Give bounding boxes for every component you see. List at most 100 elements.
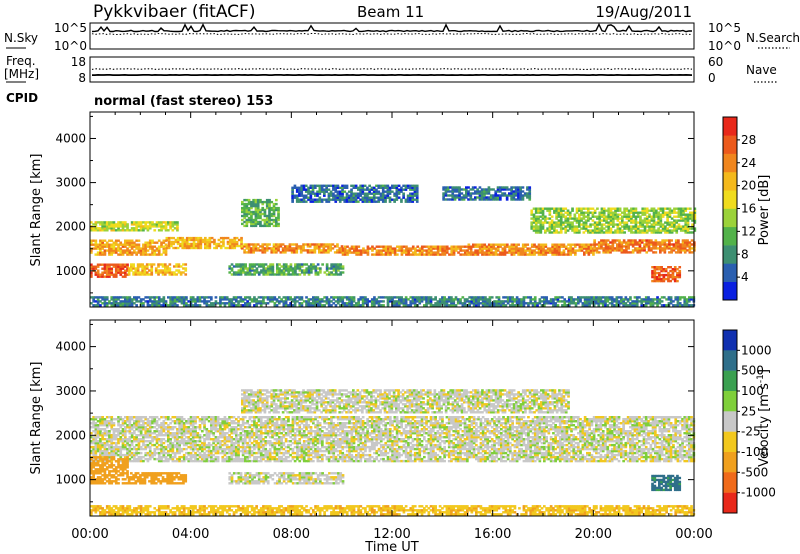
heatmap-cell-band-5 bbox=[259, 249, 262, 252]
heatmap-cell-band-12 bbox=[486, 302, 490, 305]
heatmap-cell-band-0 bbox=[148, 430, 152, 433]
colorbar-swatch bbox=[723, 208, 737, 228]
heatmap-cell-band-15 bbox=[252, 198, 255, 202]
heatmap-cell-band-14 bbox=[465, 192, 468, 195]
heatmap-cell-band-15 bbox=[268, 222, 271, 226]
heatmap-cell-band-8 bbox=[645, 239, 649, 242]
heatmap-cell-band-12 bbox=[567, 302, 571, 305]
heatmap-cell-band-7 bbox=[551, 251, 554, 254]
heatmap-cell-band-0 bbox=[124, 440, 127, 443]
heatmap-cell-band-14 bbox=[499, 186, 502, 189]
heatmap-cell-band-9 bbox=[530, 211, 534, 214]
freq-tick-top: 18 bbox=[71, 55, 86, 69]
heatmap-cell-band-12 bbox=[291, 298, 295, 301]
heatmap-cell-band-9 bbox=[609, 227, 613, 230]
heatmap-cell-band-12 bbox=[452, 304, 456, 307]
heatmap-cell-band-12 bbox=[545, 296, 548, 299]
heatmap-cell-band-13 bbox=[309, 198, 313, 201]
heatmap-cell-band-0 bbox=[99, 459, 102, 463]
heatmap-cell-band-3 bbox=[164, 265, 167, 268]
heatmap-cell-band-8 bbox=[629, 243, 633, 246]
heatmap-cell-band-0 bbox=[124, 443, 127, 447]
heatmap-cell-band-0 bbox=[151, 440, 154, 443]
heatmap-cell-band-9 bbox=[648, 213, 651, 216]
heatmap-cell-band-12 bbox=[221, 296, 225, 299]
heatmap-cell-band-12 bbox=[678, 302, 682, 305]
heatmap-cell-band-0 bbox=[108, 445, 111, 449]
heatmap-cell-band-12 bbox=[307, 304, 311, 307]
nsky-frame bbox=[89, 22, 695, 50]
heatmap-cell-band-8 bbox=[654, 245, 658, 248]
heatmap-cell-band-6 bbox=[343, 249, 347, 252]
heatmap-cell-band-14 bbox=[514, 186, 518, 189]
heatmap-cell-band-9 bbox=[600, 213, 604, 216]
heatmap-cell-band-11 bbox=[246, 267, 250, 270]
heatmap-cell-band-3 bbox=[173, 273, 176, 276]
heatmap-cell-band-1 bbox=[124, 243, 127, 246]
heatmap-cell-band-2 bbox=[126, 263, 129, 266]
heatmap-cell-band-0 bbox=[151, 432, 154, 435]
heatmap-cell-band-1 bbox=[99, 247, 102, 250]
freq-frame bbox=[89, 56, 695, 83]
heatmap-cell-band-14 bbox=[528, 186, 532, 189]
heatmap-cell-band-9 bbox=[641, 213, 645, 216]
heatmap-cell-band-0 bbox=[126, 449, 129, 453]
heatmap-cell-band-0 bbox=[133, 455, 136, 459]
heatmap-cell-band-7 bbox=[467, 253, 471, 256]
heatmap-cell-band-6 bbox=[441, 249, 444, 252]
heatmap-cell-band-0 bbox=[176, 223, 179, 226]
heatmap-cell-band-13 bbox=[334, 190, 338, 193]
heatmap-cell-band-9 bbox=[587, 225, 590, 228]
heatmap-cell-band-0 bbox=[142, 426, 145, 429]
heatmap-cell-band-9 bbox=[616, 215, 620, 218]
heatmap-cell-band-12 bbox=[314, 300, 317, 303]
heatmap-cell-band-8 bbox=[627, 239, 630, 242]
heatmap-cell-band-6 bbox=[452, 253, 456, 256]
heatmap-cell-band-12 bbox=[531, 302, 535, 305]
heatmap-cell-band-2 bbox=[124, 273, 127, 276]
heatmap-cell-band-7 bbox=[585, 243, 588, 246]
heatmap-cell-band-4 bbox=[231, 238, 234, 242]
heatmap-cell-band-12 bbox=[604, 300, 607, 303]
heatmap-cell-band-1 bbox=[148, 243, 152, 246]
heatmap-cell-band-14 bbox=[458, 192, 461, 195]
heatmap-cell-band-12 bbox=[622, 298, 625, 301]
heatmap-cell-band-12 bbox=[511, 298, 514, 301]
heatmap-cell-band-12 bbox=[522, 304, 526, 307]
heatmap-cell-band-4 bbox=[190, 242, 194, 246]
heatmap-cell-band-9 bbox=[534, 211, 538, 214]
heatmap-cell-band-9 bbox=[541, 213, 545, 216]
heatmap-cell-band-7 bbox=[512, 243, 516, 246]
heatmap-cell-band-15 bbox=[272, 202, 276, 206]
heatmap-cell-band-12 bbox=[579, 298, 582, 301]
heatmap-cell-band-9 bbox=[600, 209, 604, 212]
heatmap-cell-band-0 bbox=[105, 430, 109, 433]
heatmap-cell-band-5 bbox=[318, 247, 321, 250]
heatmap-cell-band-5 bbox=[256, 249, 260, 252]
heatmap-cell-band-3 bbox=[179, 265, 183, 268]
heatmap-cell-band-9 bbox=[584, 229, 588, 232]
heatmap-cell-band-5 bbox=[245, 245, 249, 248]
heatmap-cell-band-13 bbox=[384, 194, 387, 197]
heatmap-cell-band-0 bbox=[153, 225, 157, 228]
heatmap-cell-band-0 bbox=[96, 445, 100, 449]
heatmap-cell-band-12 bbox=[450, 304, 453, 307]
heatmap-cell-band-9 bbox=[600, 229, 604, 232]
heatmap-cell-band-4 bbox=[185, 236, 189, 240]
heatmap-cell-band-0 bbox=[128, 416, 132, 419]
heatmap-cell-band-13 bbox=[338, 198, 342, 201]
heatmap-cell-band-5 bbox=[327, 247, 330, 250]
heatmap-cell-band-12 bbox=[246, 296, 249, 299]
heatmap-cell-band-7 bbox=[478, 249, 482, 252]
heatmap-cell-band-6 bbox=[411, 251, 415, 254]
heatmap-cell-band-14 bbox=[444, 192, 448, 195]
heatmap-cell-band-1 bbox=[153, 241, 157, 244]
heatmap-cell-band-7 bbox=[544, 251, 548, 254]
heatmap-cell-band-0 bbox=[99, 447, 102, 451]
heatmap-cell-band-7 bbox=[476, 253, 480, 256]
heatmap-cell-band-6 bbox=[359, 253, 363, 256]
heatmap-cell-band-1 bbox=[153, 253, 157, 256]
heatmap-cell-band-12 bbox=[565, 304, 569, 307]
heatmap-cell-band-0 bbox=[130, 416, 134, 419]
heatmap-cell-band-11 bbox=[330, 267, 333, 270]
